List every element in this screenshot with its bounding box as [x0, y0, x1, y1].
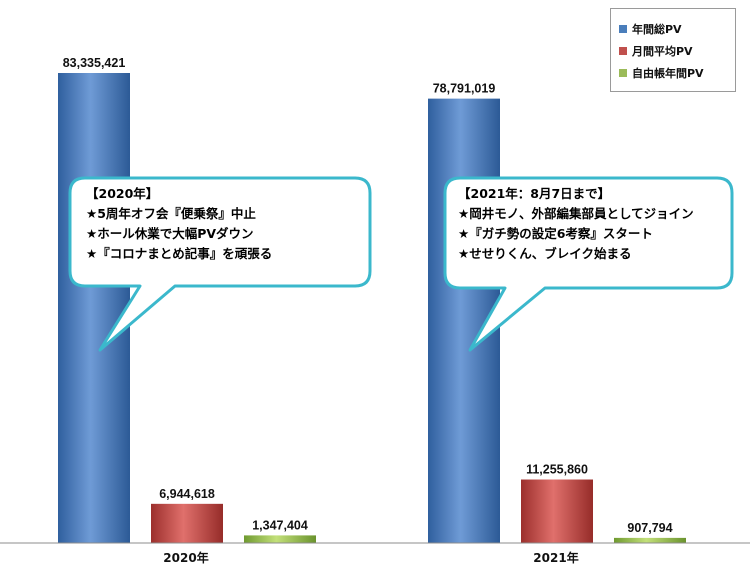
legend-swatch: [619, 69, 627, 77]
callout-bubble-2021: [443, 176, 734, 352]
legend-item-monthly-avg-pv: 月間平均PV: [619, 43, 693, 59]
callout-line: ★岡井モノ、外部編集部員としてジョイン: [458, 206, 694, 221]
category-label-2021: 2021年: [533, 550, 578, 565]
legend-swatch: [619, 25, 627, 33]
data-label-monthly-avg-pv-2020: 6,944,618: [159, 487, 215, 501]
data-label-monthly-avg-pv-2021: 11,255,860: [526, 463, 588, 477]
chart-legend: 年間総PV 月間平均PV 自由帳年間PV: [610, 8, 736, 92]
callout-line: ★せせりくん、ブレイク始まる: [458, 246, 632, 261]
callout-text-2020: 【2020年】 ★5周年オフ会『便乗祭』中止 ★ホール休業で大幅PVダウン ★『…: [86, 184, 272, 264]
category-label-2020: 2020年: [163, 550, 208, 565]
bar-monthly-avg-pv-2020: [151, 503, 223, 543]
callout-text-2021: 【2021年：8月7日まで】 ★岡井モノ、外部編集部員としてジョイン ★『ガチ勢…: [458, 184, 694, 264]
bar-total-pv-2020: [58, 73, 130, 543]
bar-notebook-pv-2021: [614, 537, 686, 543]
data-label-notebook-pv-2021: 907,794: [627, 521, 672, 535]
callout-bubble-2020: [68, 176, 372, 352]
legend-item-notebook-pv: 自由帳年間PV: [619, 65, 704, 81]
legend-label: 年間総PV: [632, 23, 682, 36]
bar-monthly-avg-pv-2021: [521, 479, 593, 543]
bar-notebook-pv-2020: [244, 535, 316, 543]
legend-label: 自由帳年間PV: [632, 67, 704, 80]
data-label-total-pv-2020: 83,335,421: [63, 56, 126, 70]
callout-line: ★ホール休業で大幅PVダウン: [86, 226, 254, 241]
callout-line: 【2021年：8月7日まで】: [458, 186, 611, 201]
data-label-notebook-pv-2020: 1,347,404: [252, 518, 308, 532]
legend-swatch: [619, 47, 627, 55]
callout-line: ★『コロナまとめ記事』を頑張る: [86, 246, 273, 261]
data-label-total-pv-2021: 78,791,019: [433, 82, 496, 96]
callout-line: ★5周年オフ会『便乗祭』中止: [86, 206, 256, 221]
callout-line: ★『ガチ勢の設定6考察』スタート: [458, 226, 653, 241]
legend-item-total-pv: 年間総PV: [619, 21, 682, 37]
legend-label: 月間平均PV: [632, 45, 693, 58]
callout-line: 【2020年】: [86, 186, 159, 201]
